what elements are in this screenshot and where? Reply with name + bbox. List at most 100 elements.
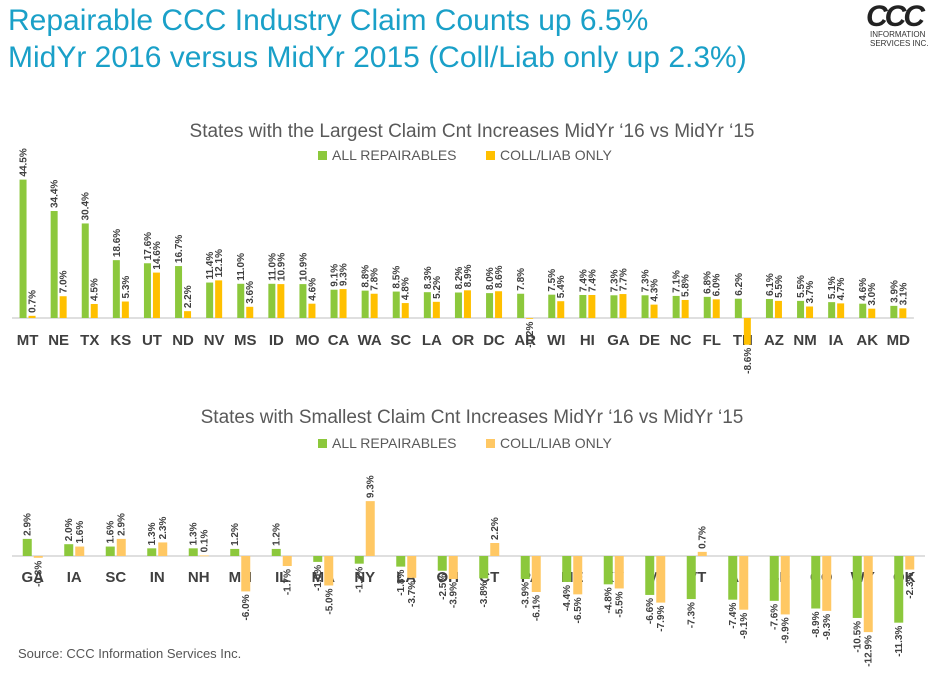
data-label: 4.5%: [90, 278, 101, 301]
bar: [271, 548, 281, 556]
bar: [230, 548, 240, 556]
category-label: AK: [856, 332, 878, 349]
category-label: HI: [580, 332, 595, 349]
data-label: 6.2%: [734, 273, 745, 296]
bar: [905, 556, 915, 570]
legend-label: COLL/LIAB ONLY: [500, 147, 612, 163]
data-label: -8.6%: [743, 348, 754, 374]
bar: [562, 556, 572, 582]
data-label: 0.1%: [200, 530, 211, 553]
category-label: AZ: [764, 332, 784, 349]
data-label: 4.3%: [650, 279, 661, 302]
data-label: -1.8%: [396, 570, 407, 596]
category-label: IA: [829, 332, 844, 349]
bar: [282, 556, 292, 567]
data-label: -2.3%: [905, 572, 916, 598]
category-label: AR: [514, 332, 536, 349]
data-label: 3.9%: [889, 280, 900, 303]
bar: [75, 546, 85, 556]
bar: [828, 302, 836, 318]
bar: [370, 293, 378, 318]
data-label: 5.5%: [796, 275, 807, 298]
category-label: CA: [328, 332, 350, 349]
bar: [354, 556, 364, 564]
bar: [868, 308, 876, 318]
logo-mark: CCC: [866, 0, 926, 33]
category-label: NE: [48, 332, 69, 349]
bar: [90, 304, 98, 318]
data-label: -2.5%: [438, 574, 449, 600]
bar: [401, 303, 409, 318]
data-label: 11.0%: [267, 253, 278, 281]
legend-swatch: [318, 151, 327, 160]
legend-swatch: [318, 439, 327, 448]
bar: [432, 301, 440, 318]
bar: [765, 299, 773, 318]
data-label: 3.1%: [898, 282, 909, 305]
bar: [50, 211, 58, 318]
bar: [557, 301, 565, 318]
bar: [852, 556, 862, 618]
bar: [423, 292, 431, 318]
bar: [112, 260, 120, 318]
data-label: 7.3%: [609, 269, 620, 292]
category-label: NM: [793, 332, 816, 349]
category-label: UT: [142, 332, 162, 349]
data-label: -5.5%: [615, 591, 626, 617]
bar: [656, 556, 666, 603]
category-label: GA: [607, 332, 630, 349]
category-label: GA: [22, 569, 45, 586]
data-label: 7.4%: [587, 269, 598, 292]
chart-2: States with Smallest Claim Cnt Increases…: [12, 407, 925, 667]
data-label: 6.0%: [712, 273, 723, 296]
bar: [619, 294, 627, 318]
bar: [811, 556, 821, 609]
bar: [121, 301, 129, 318]
category-label: MT: [17, 332, 39, 349]
title-line-2: MidYr 2016 versus MidYr 2015 (Coll/Liab …: [8, 41, 747, 74]
bar: [277, 284, 285, 318]
chart-title: States with the Largest Claim Cnt Increa…: [190, 121, 755, 142]
logo-line-1: INFORMATION: [870, 30, 926, 39]
category-label: SC: [105, 569, 126, 586]
data-label: -7.4%: [728, 603, 739, 629]
data-label: 5.1%: [827, 276, 838, 299]
legend-label: ALL REPAIRABLES: [332, 147, 457, 163]
bar: [822, 556, 832, 611]
category-label: DE: [639, 332, 660, 349]
category-label: TX: [80, 332, 99, 349]
category-label: ID: [269, 332, 284, 349]
data-label: -6.0%: [241, 594, 252, 620]
data-label: -1.3%: [355, 567, 366, 593]
data-label: -1.0%: [313, 565, 324, 591]
category-label: ND: [172, 332, 194, 349]
page-title: Repairable CCC Industry Claim Counts up …: [8, 2, 747, 76]
data-label: 2.3%: [158, 517, 169, 540]
bar: [526, 318, 534, 319]
data-label: 8.5%: [392, 266, 403, 289]
bar: [769, 556, 779, 601]
data-label: 2.0%: [64, 518, 75, 541]
legend-swatch: [486, 439, 495, 448]
data-label: 10.9%: [276, 253, 287, 281]
bar: [59, 296, 67, 318]
data-label: 7.3%: [641, 269, 652, 292]
data-label: -3.8%: [479, 581, 490, 607]
data-label: 4.6%: [858, 278, 869, 301]
data-label: -6.6%: [645, 598, 656, 624]
data-label: -3.9%: [521, 582, 532, 608]
bar: [365, 501, 375, 556]
data-label: 11.4%: [205, 252, 216, 280]
bar: [241, 556, 251, 592]
data-label: 5.2%: [432, 276, 443, 299]
data-label: 2.2%: [490, 517, 501, 540]
bar: [448, 556, 458, 580]
category-label: NY: [354, 569, 375, 586]
data-label: 7.5%: [547, 269, 558, 292]
data-label: 0.7%: [28, 290, 39, 313]
bar: [548, 294, 556, 318]
bar: [392, 291, 400, 318]
category-label: NH: [188, 569, 210, 586]
category-label: KS: [110, 332, 131, 349]
